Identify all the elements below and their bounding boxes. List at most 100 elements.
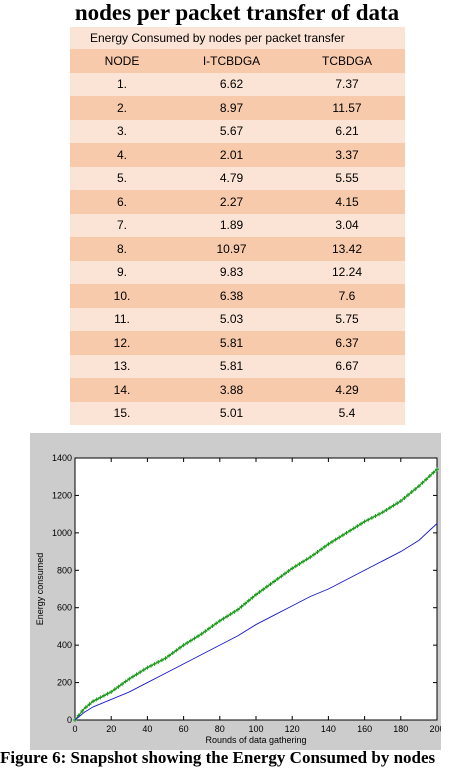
- series-point-marker: [177, 645, 182, 650]
- table-row: 15. 5.01 5.4: [70, 401, 405, 425]
- x-tick-label: 20: [106, 724, 116, 734]
- energy-table: Energy Consumed by nodes per packet tran…: [70, 27, 405, 425]
- series-point-marker: [326, 542, 331, 547]
- header-tcbdga: TCBDGA: [321, 53, 372, 68]
- series-point-marker: [377, 512, 382, 517]
- series-point-marker: [188, 638, 193, 643]
- cell-node: 13.: [113, 359, 131, 374]
- x-tick-label: 100: [248, 724, 263, 734]
- x-tick-label: 0: [72, 724, 77, 734]
- series-point-marker: [369, 515, 374, 520]
- series-point-marker: [362, 519, 367, 524]
- x-tick-label: 40: [142, 724, 152, 734]
- series-point-marker: [257, 589, 262, 594]
- table-row: 4. 2.01 3.37: [70, 143, 405, 167]
- cell-itcbdga: 2.01: [219, 147, 244, 162]
- series-point-marker: [156, 659, 161, 664]
- series-point-marker: [159, 658, 164, 663]
- series-point-marker: [384, 508, 389, 513]
- energy-chart-frame: 0 20 40 60 80 100 120 140 160 180 200 0 200 400 600 800…: [30, 433, 441, 750]
- series-point-marker: [87, 702, 92, 707]
- cell-node: 14.: [113, 382, 131, 397]
- series-point-marker: [424, 477, 429, 482]
- series-point-marker: [319, 547, 324, 552]
- cell-tcbdga: 5.55: [335, 171, 359, 186]
- series-point-marker: [351, 526, 356, 531]
- cell-itcbdga: 2.27: [219, 194, 244, 209]
- series-point-marker: [337, 535, 342, 540]
- table-row: 5. 4.79 5.55: [70, 166, 405, 190]
- table-row: 10. 6.38 7.6: [70, 284, 405, 308]
- series-point-marker: [203, 629, 208, 634]
- x-tick-label: 120: [285, 724, 300, 734]
- series-point-marker: [235, 607, 240, 612]
- cell-tcbdga: 6.67: [335, 359, 359, 374]
- series-line: [74, 523, 438, 721]
- cell-tcbdga: 11.57: [332, 100, 362, 115]
- cell-node: 11.: [114, 312, 130, 327]
- series-point-marker: [149, 663, 154, 668]
- series-point-marker: [297, 561, 302, 566]
- energy-table-title: Energy Consumed by nodes per packet tran…: [70, 27, 405, 49]
- y-tick-label: 600: [57, 603, 72, 613]
- cell-itcbdga: 6.62: [219, 77, 244, 92]
- series-point-marker: [373, 514, 378, 519]
- series-point-marker: [167, 653, 172, 658]
- y-tick-label: 1000: [52, 528, 72, 538]
- series-point-marker: [387, 505, 392, 510]
- series-point-marker: [395, 501, 400, 506]
- cell-tcbdga: 13.42: [331, 241, 363, 256]
- series-point-marker: [83, 705, 88, 710]
- series-point-marker: [315, 549, 320, 554]
- cell-itcbdga: 9.83: [219, 265, 244, 280]
- series-point-marker: [170, 651, 175, 656]
- figure-caption: Figure 6: Snapshot showing the Energy Co…: [0, 748, 436, 767]
- series-point-marker: [141, 667, 146, 672]
- series-point-marker: [134, 672, 139, 677]
- series-point-marker: [243, 601, 248, 606]
- cell-node: 1.: [116, 77, 127, 92]
- cell-node: 5.: [116, 171, 127, 186]
- series-point-marker: [344, 530, 349, 535]
- series-point-marker: [416, 484, 421, 489]
- series-point-marker: [94, 697, 99, 702]
- cell-itcbdga: 5.81: [219, 335, 244, 350]
- cell-tcbdga: 12.24: [331, 265, 363, 280]
- plot-area: [74, 457, 438, 721]
- page-heading: nodes per packet transfer of data: [74, 0, 400, 25]
- table-row: 14. 3.88 4.29: [70, 378, 405, 402]
- y-tick-label: 1400: [52, 453, 72, 463]
- series-point-marker: [116, 684, 121, 689]
- x-tick-label: 180: [393, 724, 408, 734]
- cell-itcbdga: 5.81: [219, 359, 244, 374]
- energy-line-chart: 0 20 40 60 80 100 120 140 160 180 200 0 200 400 600 800…: [35, 453, 441, 745]
- series-point-marker: [293, 564, 298, 569]
- series-point-marker: [210, 624, 215, 629]
- cell-node: 12.: [113, 335, 131, 350]
- series-point-marker: [261, 587, 266, 592]
- series-point-marker: [185, 640, 190, 645]
- series-point-marker: [174, 648, 179, 653]
- cell-node: 8.: [116, 241, 127, 256]
- series-point-marker: [206, 626, 211, 631]
- series-point-marker: [308, 555, 313, 560]
- y-axis-label: Energy consumed: [35, 553, 45, 626]
- series-point-marker: [358, 521, 363, 526]
- series-point-marker: [214, 621, 219, 626]
- cell-node: 9.: [116, 265, 127, 280]
- cell-itcbdga: 5.01: [219, 406, 244, 421]
- series-point-marker: [272, 579, 277, 584]
- series-point-marker: [163, 656, 168, 661]
- table-row: 1. 6.62 7.37: [70, 72, 405, 96]
- series-point-marker: [279, 574, 284, 579]
- y-tick-label: 200: [57, 678, 72, 688]
- table-row: 8. 10.97 13.42: [70, 237, 405, 261]
- cell-itcbdga: 6.38: [219, 288, 244, 303]
- cell-itcbdga: 8.97: [219, 100, 244, 115]
- cell-tcbdga: 5.4: [338, 406, 356, 421]
- series-point-marker: [130, 674, 135, 679]
- cell-node: 15.: [113, 406, 131, 421]
- x-axis-label: Rounds of data gathering: [205, 735, 306, 745]
- x-tick-label: 140: [321, 724, 336, 734]
- series-point-marker: [196, 634, 201, 639]
